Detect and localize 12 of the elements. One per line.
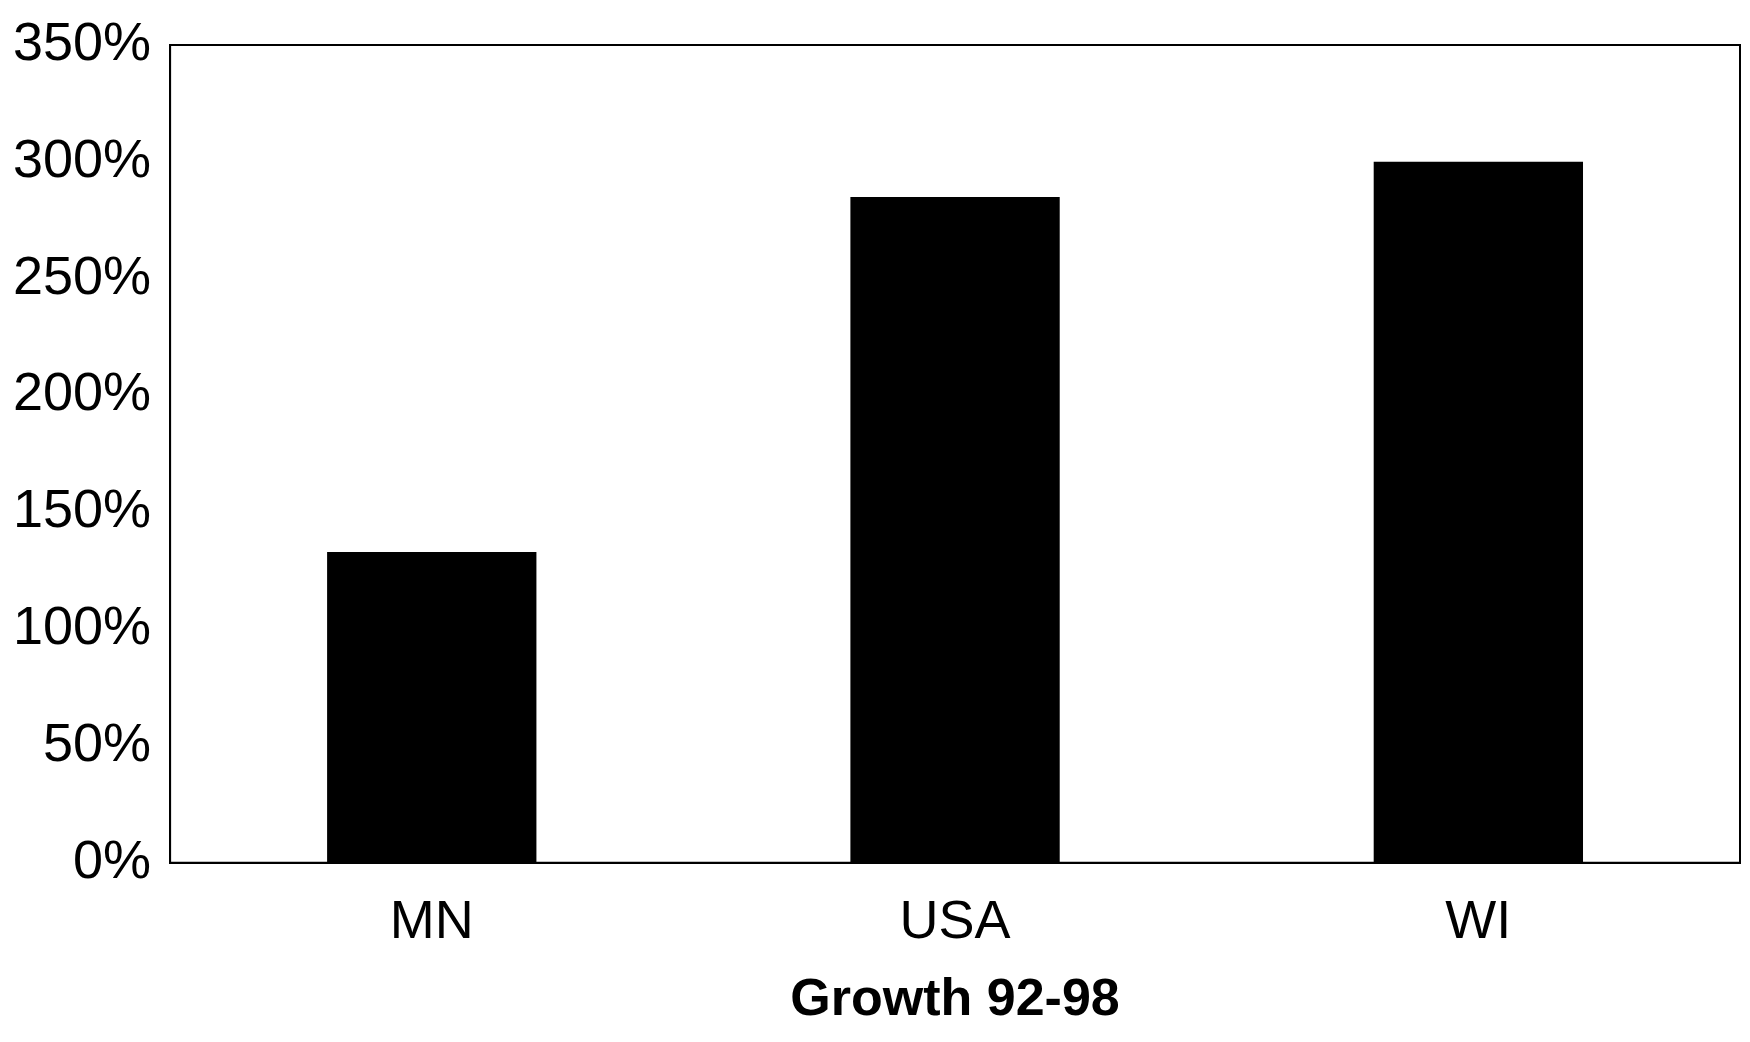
x-tick-label: MN	[389, 889, 474, 950]
y-tick-label: 300%	[12, 127, 152, 188]
y-tick-label: 50%	[43, 711, 152, 772]
x-axis-title: Growth 92-98	[790, 968, 1120, 1027]
y-tick-label: 250%	[12, 244, 152, 305]
y-tick-label: 200%	[12, 361, 152, 422]
x-tick-label: USA	[899, 889, 1011, 950]
x-tick-label: WI	[1445, 889, 1512, 950]
y-tick-label: 150%	[12, 478, 152, 539]
y-tick-label: 350%	[12, 10, 152, 71]
y-tick-label: 0%	[73, 828, 152, 889]
y-tick-label: 100%	[12, 595, 152, 656]
